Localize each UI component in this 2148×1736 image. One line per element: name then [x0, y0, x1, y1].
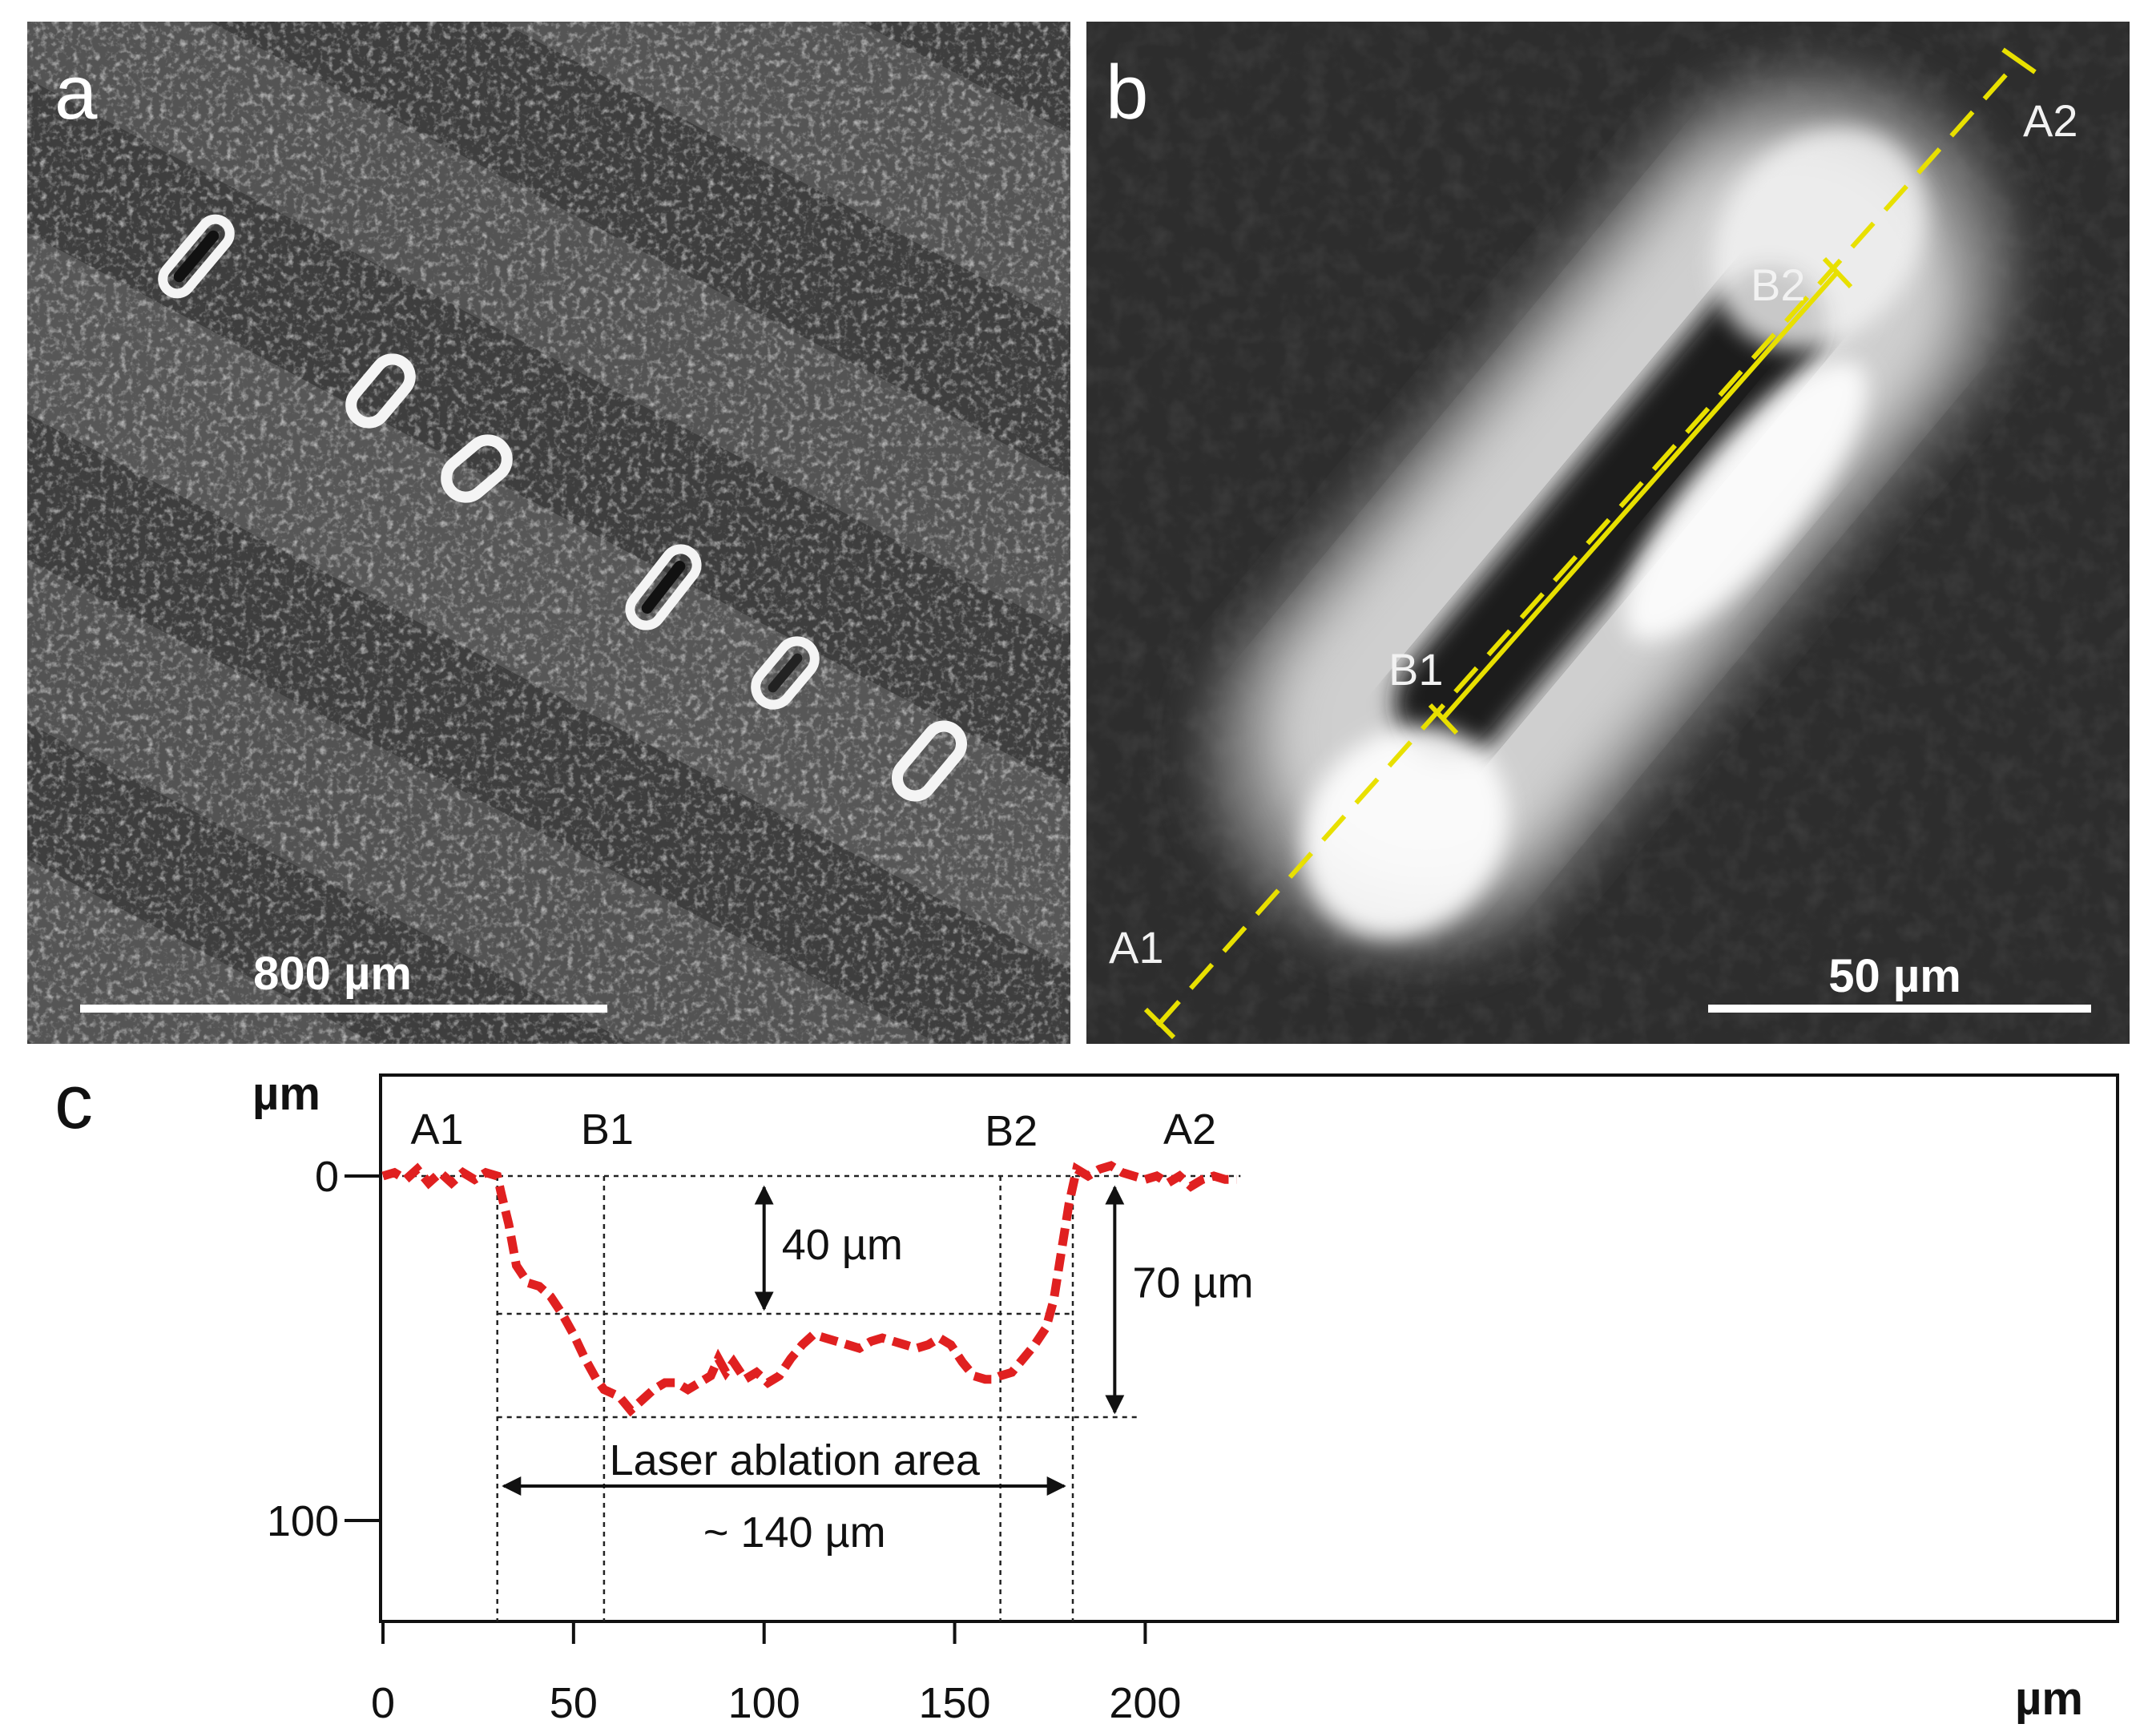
ablation-spots	[158, 214, 967, 802]
measurement-line	[1143, 47, 2037, 1040]
y-tick-label-0: 0	[315, 1153, 339, 1201]
point-label-a2-c: A2	[1163, 1106, 1216, 1154]
x-tick-label-0: 0	[371, 1679, 395, 1727]
scale-bar-label-b: 50 µm	[1828, 950, 1961, 1002]
y-tick-label-100: 100	[267, 1497, 339, 1545]
point-label-a1-b: A1	[1109, 922, 1164, 973]
depth-profile-chart: c µm µm 0 50 100 150 200 0 100 A1 B1 B2 A2 40…	[54, 1059, 2119, 1727]
y-axis-unit: µm	[252, 1068, 320, 1120]
dimension-arrows	[502, 1185, 1125, 1496]
area-label: Laser ablation area	[610, 1436, 981, 1484]
point-label-b1-b: B1	[1388, 644, 1444, 695]
point-label-a2-b: A2	[2023, 95, 2078, 146]
guide-lines	[383, 1174, 1241, 1621]
panel-letter-c: c	[54, 1059, 93, 1145]
area-width-label: ~ 140 µm	[703, 1508, 886, 1557]
sem-image-panel-a: 800 µm	[27, 22, 1070, 1044]
y-axis-ticks: 0 100	[267, 1153, 381, 1545]
depth-label-70: 70 µm	[1132, 1259, 1253, 1307]
x-tick-label-200: 200	[1109, 1679, 1181, 1727]
x-tick-label-50: 50	[550, 1679, 598, 1727]
scale-bar-label-a: 800 µm	[253, 948, 412, 1000]
sem-image-panel-b: A2 B2 B1 A1 50 µm	[1086, 22, 2130, 1044]
point-label-b2-c: B2	[985, 1107, 1038, 1155]
panel-letter-a: a	[54, 50, 98, 135]
depth-profile-series	[381, 1161, 1237, 1417]
x-tick-label-100: 100	[728, 1679, 800, 1727]
point-label-b1-c: B1	[581, 1106, 634, 1154]
point-label-a1-c: A1	[411, 1106, 464, 1154]
panel-letter-b: b	[1106, 50, 1148, 135]
x-axis-unit: µm	[2015, 1673, 2083, 1725]
depth-label-40: 40 µm	[782, 1221, 903, 1269]
point-label-b2-b: B2	[1751, 260, 1806, 310]
plot-frame	[379, 1073, 2119, 1623]
x-axis-ticks: 0 50 100 150 200	[371, 1621, 1181, 1727]
x-tick-label-150: 150	[918, 1679, 990, 1727]
